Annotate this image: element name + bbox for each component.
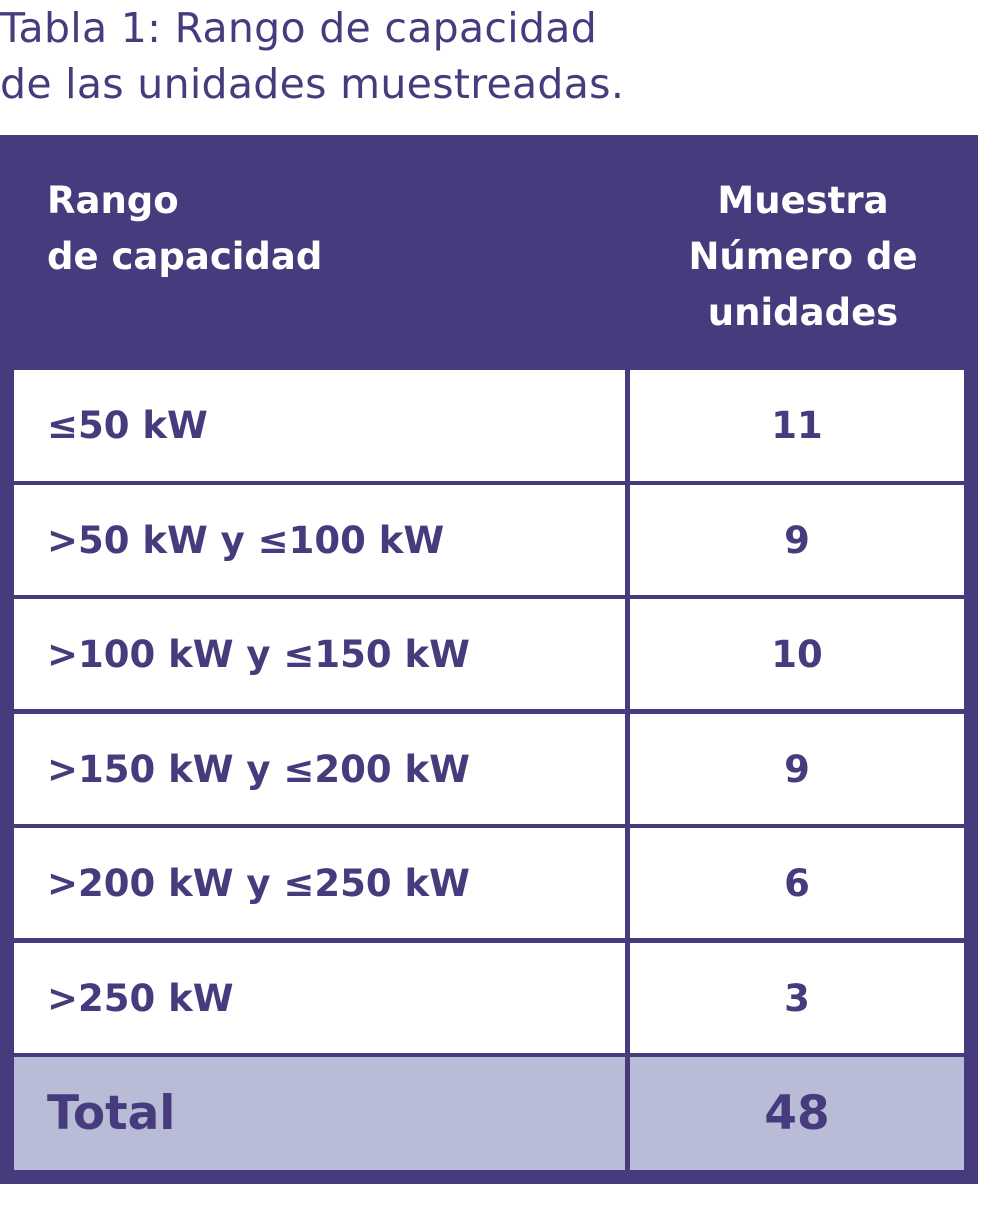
total-count-cell: 48 <box>630 1057 964 1170</box>
row-2-range-cell: >50 kW y ≤100 kW <box>14 485 625 595</box>
header-range: Rango de capacidad <box>47 173 322 285</box>
row-5-count-cell: 6 <box>630 828 964 938</box>
caption-line-2: de las unidades muestreadas. <box>0 60 625 108</box>
row-5-range: >200 kW y ≤250 kW <box>47 861 470 905</box>
row-5-count: 6 <box>784 861 810 905</box>
capacity-table: Rango de capacidad Muestra Número de uni… <box>0 135 978 1184</box>
table-caption: Tabla 1: Rango de capacidad de las unida… <box>0 0 1000 112</box>
row-1-range-cell: ≤50 kW <box>14 370 625 481</box>
total-label: Total <box>47 1086 176 1141</box>
row-1-count: 11 <box>771 404 823 447</box>
row-3-range-cell: >100 kW y ≤150 kW <box>14 599 625 709</box>
total-count: 48 <box>764 1086 830 1141</box>
row-2-count-cell: 9 <box>630 485 964 595</box>
row-6-count: 3 <box>784 976 810 1020</box>
row-6-count-cell: 3 <box>630 943 964 1053</box>
row-4-count-cell: 9 <box>630 714 964 824</box>
row-4-range-cell: >150 kW y ≤200 kW <box>14 714 625 824</box>
header-range-line-2: de capacidad <box>47 235 323 278</box>
row-6-range-cell: >250 kW <box>14 943 625 1053</box>
header-count-line-2: Número de <box>688 235 918 278</box>
caption-line-1: Tabla 1: Rango de capacidad <box>0 4 598 52</box>
row-3-count: 10 <box>771 632 823 676</box>
table-header: Rango de capacidad Muestra Número de uni… <box>0 135 978 368</box>
row-4-count: 9 <box>784 747 810 791</box>
row-3-count-cell: 10 <box>630 599 964 709</box>
row-2-range: >50 kW y ≤100 kW <box>47 518 445 562</box>
row-4-range: >150 kW y ≤200 kW <box>47 747 470 791</box>
row-1-count-cell: 11 <box>630 370 964 481</box>
row-6-range: >250 kW <box>47 976 234 1020</box>
row-5-range-cell: >200 kW y ≤250 kW <box>14 828 625 938</box>
row-2-count: 9 <box>784 518 810 562</box>
header-count-line-3: unidades <box>707 291 899 334</box>
total-label-cell: Total <box>14 1057 625 1170</box>
header-range-line-1: Rango <box>47 179 179 222</box>
header-count: Muestra Número de unidades <box>628 173 978 341</box>
header-count-line-1: Muestra <box>717 179 889 222</box>
row-3-range: >100 kW y ≤150 kW <box>47 632 470 676</box>
row-1-range: ≤50 kW <box>47 404 208 447</box>
